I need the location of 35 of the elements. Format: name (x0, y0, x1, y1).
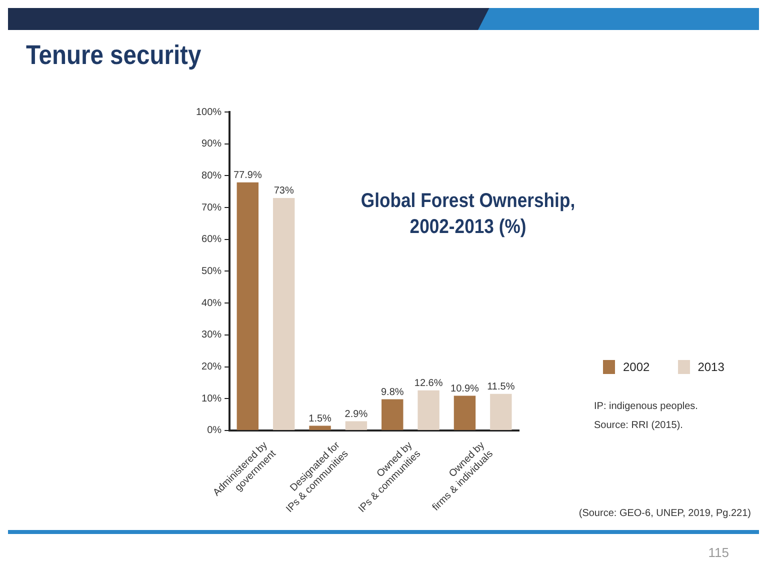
data-label: 77.9% (233, 170, 262, 182)
source-note: Source: RRI (2015). (594, 420, 683, 431)
y-tick-label: 100% (196, 106, 222, 118)
chart-title: Tenure security (26, 40, 202, 71)
y-tick-label: 0% (207, 425, 222, 436)
bar (272, 198, 295, 430)
bar (236, 182, 259, 430)
bar (490, 394, 512, 430)
y-tick-label: 60% (202, 234, 222, 246)
data-label: 1.5% (308, 413, 332, 424)
data-label: 11.5% (487, 382, 515, 393)
bar (345, 421, 368, 430)
y-tick-label: 40% (202, 298, 222, 309)
data-label: 10.9% (450, 384, 480, 395)
y-tick-label: 20% (202, 362, 222, 373)
bar (454, 396, 476, 430)
y-tick-label: 30% (202, 330, 222, 341)
legend-label: 2013 (698, 360, 724, 374)
data-label: 9.8% (380, 387, 404, 398)
bar (418, 390, 440, 430)
text: 115 (708, 545, 729, 560)
data-label: 2.9% (344, 408, 368, 420)
y-tick-label: 80% (202, 170, 222, 182)
y-tick-label: 70% (202, 202, 222, 214)
text: (Source: GEO-6, UNEP, 2019, Pg.221) (578, 508, 751, 519)
bar (309, 426, 331, 430)
text: Global Forest Ownership, 2002-2013 (%) (360, 189, 576, 240)
legend-label: 2002 (623, 360, 650, 374)
data-label: 73% (274, 186, 294, 197)
text: IP: indigenous peoples. (594, 401, 698, 412)
data-label: 12.6% (414, 378, 443, 390)
bar (382, 399, 404, 430)
y-tick-label: 90% (202, 138, 222, 150)
y-tick-label: 10% (202, 393, 222, 404)
y-tick-label: 50% (202, 266, 222, 277)
